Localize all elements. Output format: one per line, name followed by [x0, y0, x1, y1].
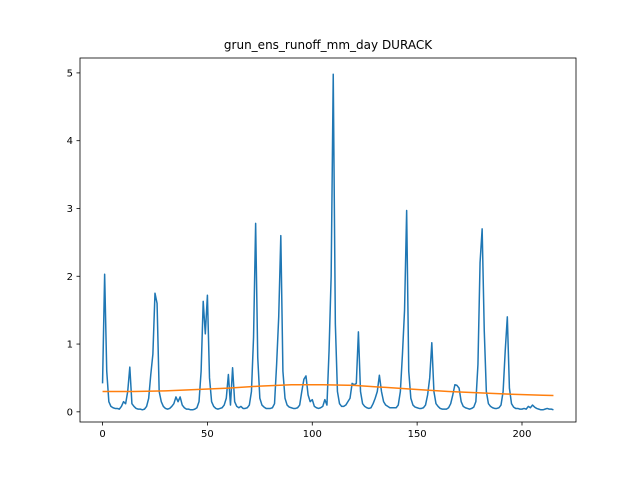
data-line: [102, 383, 554, 397]
y-tick-label: 0: [67, 407, 73, 418]
x-tick-label: 200: [512, 429, 531, 440]
y-tick-label: 4: [67, 136, 73, 147]
y-tick-label: 2: [67, 272, 73, 283]
data-line: [101, 73, 554, 411]
x-tick-label: 100: [303, 429, 322, 440]
x-tick-label: 0: [99, 429, 105, 440]
x-tick-label: 150: [408, 429, 427, 440]
x-tick-label: 50: [201, 429, 214, 440]
y-tick-label: 5: [67, 68, 73, 79]
chart-title: grun_ens_runoff_mm_day DURACK: [224, 38, 433, 52]
plot-frame: [79, 57, 577, 423]
y-tick-label: 1: [67, 340, 73, 351]
y-tick-label: 3: [67, 204, 73, 215]
